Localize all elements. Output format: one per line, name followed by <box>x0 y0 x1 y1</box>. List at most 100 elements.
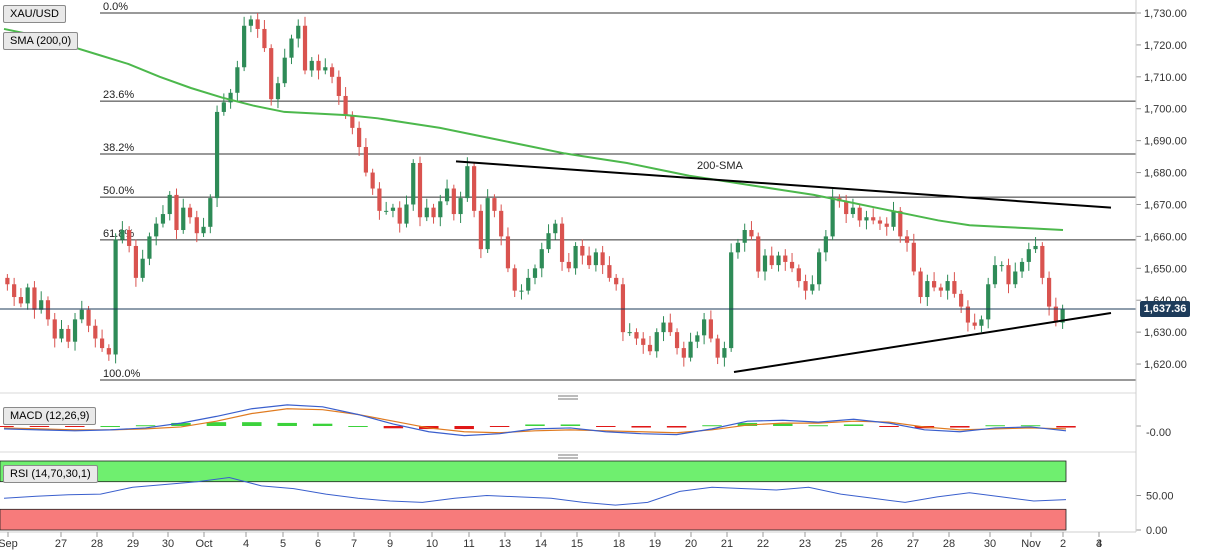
time-tick-label: 30 <box>984 538 996 550</box>
macd-histogram-bar <box>489 426 510 427</box>
candle-body <box>891 210 896 227</box>
candle-body <box>1026 249 1031 262</box>
candle-body <box>945 281 950 291</box>
time-tick-label: 15 <box>571 538 583 550</box>
candle-body <box>194 217 199 234</box>
candlesticks <box>5 13 1065 367</box>
macd-histogram-bar <box>702 425 722 427</box>
pane-divider-2[interactable] <box>0 451 1136 459</box>
candle-body <box>925 281 930 298</box>
candle-body <box>357 127 362 148</box>
time-tick-label: 21 <box>721 538 733 550</box>
candle-body <box>972 322 977 326</box>
candle-body <box>810 284 815 291</box>
candle-body <box>492 198 497 211</box>
candle-body <box>1040 245 1045 278</box>
candle-body <box>424 207 429 218</box>
price-tick-label: 1,620.00 <box>1144 359 1187 371</box>
candle-body <box>776 255 781 266</box>
candle-body <box>573 245 578 269</box>
candle-body <box>343 95 348 116</box>
candle-body <box>620 284 626 333</box>
candle-body <box>884 223 889 227</box>
candle-body <box>789 261 795 269</box>
macd-histogram-bar <box>65 426 85 427</box>
candle-body <box>120 230 125 240</box>
time-tick-label: 4 <box>243 538 249 550</box>
candle-body <box>627 332 632 334</box>
candle-body <box>154 223 159 237</box>
pane-divider-1[interactable] <box>0 392 1136 400</box>
candle-body <box>309 60 314 71</box>
candle-body <box>952 281 957 294</box>
candle-body <box>248 19 253 26</box>
time-tick-label: 19 <box>649 538 661 550</box>
rsi-line <box>3 477 1067 506</box>
candle-body <box>127 230 132 246</box>
candle-body <box>830 198 835 237</box>
candle-body <box>742 230 747 243</box>
candle-body <box>668 322 673 333</box>
candle-body <box>228 92 233 103</box>
candle-body <box>817 252 822 285</box>
candle-body <box>147 236 152 259</box>
candle-body <box>45 300 51 320</box>
candle-body <box>5 277 10 285</box>
candle-body <box>214 111 220 199</box>
candle-body <box>59 328 64 339</box>
candle-body <box>235 67 240 93</box>
candle-body <box>66 328 71 342</box>
candle-body <box>566 261 571 269</box>
candle-body <box>1006 265 1011 285</box>
price-tick-label: 1,720.00 <box>1144 40 1187 52</box>
candle-body <box>417 162 423 218</box>
candle-body <box>512 268 517 291</box>
macd-pane <box>0 404 1141 437</box>
candle-body <box>296 25 301 39</box>
macd-histogram-bar <box>560 424 581 426</box>
candle-body <box>1033 245 1038 250</box>
candle-body <box>600 252 605 266</box>
candle-body <box>411 162 416 205</box>
candle-body <box>350 115 355 128</box>
candle-body <box>451 188 456 215</box>
candle-body <box>397 207 402 224</box>
time-tick-label: 29 <box>127 538 139 550</box>
candle-body <box>282 57 287 84</box>
rsi-legend-label[interactable]: RSI (14,70,30,1) <box>3 465 98 483</box>
time-tick-label: 7 <box>351 538 357 550</box>
candle-body <box>918 271 923 298</box>
rsi-tick-label: 50.00 <box>1146 491 1174 503</box>
time-tick-label: 28 <box>91 538 103 550</box>
candle-body <box>1053 306 1058 323</box>
time-tick-label: 28 <box>943 538 955 550</box>
macd-histogram-bar <box>773 423 793 426</box>
time-tick-label: 6 <box>315 538 321 550</box>
candle-body <box>979 319 984 326</box>
time-tick-label: 27 <box>907 538 919 550</box>
sma-legend-label[interactable]: SMA (200,0) <box>3 32 79 50</box>
time-tick-label: 22 <box>757 538 769 550</box>
time-tick-label: 13 <box>499 538 511 550</box>
candle-body <box>539 249 544 269</box>
candle-body <box>844 201 849 215</box>
symbol-label[interactable]: XAU/USD <box>3 5 66 23</box>
macd-histogram-bar <box>277 422 297 426</box>
candle-body <box>32 287 37 310</box>
candle-body <box>181 207 186 231</box>
candle-body <box>519 290 524 292</box>
macd-legend-label[interactable]: MACD (12,26,9) <box>3 407 97 425</box>
candle-body <box>647 344 653 352</box>
candle-body <box>174 194 179 231</box>
macd-histogram-bar <box>666 426 687 428</box>
current-price-badge: 1,637.36 <box>1140 301 1190 317</box>
price-tick-label: 1,730.00 <box>1144 8 1187 20</box>
candle-body <box>384 210 389 212</box>
candle-body <box>370 172 375 189</box>
macd-histogram-bar <box>0 426 14 427</box>
candle-body <box>593 252 598 266</box>
trendlines <box>455 160 1112 374</box>
macd-axis-value: -0.00 <box>1146 427 1171 439</box>
candle-body <box>113 239 118 355</box>
